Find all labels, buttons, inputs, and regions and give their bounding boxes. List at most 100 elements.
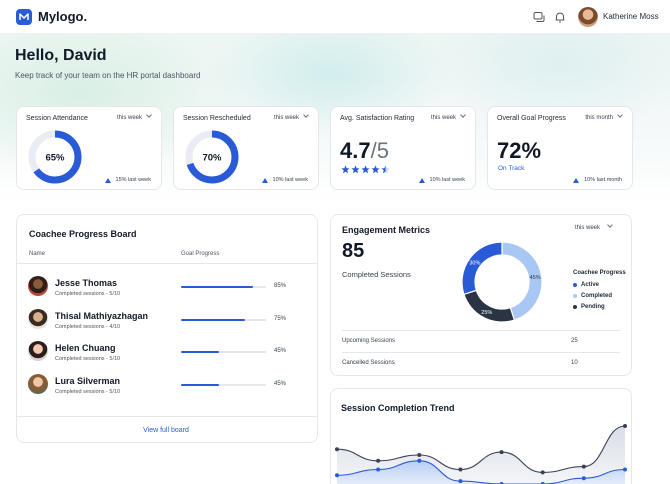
- table-row[interactable]: Jesse Thomas Completed sessions - 5/10 8…: [28, 276, 290, 306]
- coachee-sessions: Completed sessions - 5/10: [55, 356, 121, 362]
- legend-dot: [573, 294, 577, 298]
- attendance-donut: 65%: [28, 130, 82, 184]
- table-row[interactable]: Helen Chuang Completed sessions - 5/10 4…: [28, 341, 290, 371]
- series-b-line: [336, 460, 626, 484]
- avatar: [28, 374, 48, 394]
- logo-text[interactable]: Mylogo.: [38, 9, 88, 24]
- donut-segment-label: 45%: [530, 275, 541, 281]
- top-bar: Mylogo. Katherine Moss: [0, 0, 670, 34]
- user-name[interactable]: Katherine Moss: [603, 12, 659, 21]
- donut-arc: [28, 130, 82, 184]
- star-icon: [341, 165, 350, 174]
- series-b-area: [337, 460, 625, 484]
- chat-icon[interactable]: [532, 10, 546, 24]
- star-icon: [351, 165, 360, 174]
- period-label: this week: [430, 115, 456, 121]
- kpi-title: Session Rescheduled: [183, 115, 251, 122]
- period-dropdown[interactable]: this week: [430, 112, 466, 121]
- progress-percent: 45%: [274, 381, 287, 387]
- engagement-title: Engagement Metrics: [342, 225, 431, 235]
- progress-percent: 45%: [274, 348, 287, 354]
- legend-label: Active: [581, 282, 600, 288]
- chevron-down-icon: [303, 112, 309, 118]
- legend-label: Completed: [581, 293, 613, 299]
- user-avatar[interactable]: [578, 7, 598, 27]
- cancelled-sessions-value: 10: [571, 360, 578, 366]
- header-divider: [17, 263, 317, 264]
- legend-item-completed: Completed: [573, 293, 612, 299]
- kpi-card-goal-progress: Overall Goal Progress this month 72% On …: [487, 106, 633, 190]
- footer-divider: [17, 416, 317, 417]
- series-b-point: [335, 473, 339, 478]
- coachee-name: Thisal Mathiyazhagan: [55, 311, 149, 321]
- progress-fill: [181, 351, 220, 353]
- chevron-down-icon: [146, 112, 152, 118]
- kpi-trend: 15% last week: [104, 177, 151, 183]
- greeting-title: Hello, David: [15, 47, 107, 64]
- rescheduled-donut: 70%: [185, 130, 239, 184]
- donut-segment-active: [461, 241, 503, 296]
- series-b-point: [581, 476, 586, 481]
- completed-sessions-value: 85: [342, 240, 365, 262]
- kpi-title: Overall Goal Progress: [497, 115, 566, 122]
- rating-value: 4.7/5: [340, 138, 389, 164]
- period-dropdown[interactable]: this week: [273, 112, 309, 121]
- series-b-point: [458, 479, 463, 484]
- period-dropdown[interactable]: this week: [575, 222, 613, 231]
- progress-percent: 85%: [274, 283, 287, 289]
- kpi-title: Avg. Satisfaction Rating: [340, 115, 415, 122]
- period-label: this month: [585, 115, 613, 121]
- rating-number: 4.7: [340, 138, 371, 163]
- engagement-metrics-card: [330, 214, 632, 376]
- kpi-trend: 10% last month: [573, 177, 622, 183]
- chevron-down-icon: [460, 112, 466, 118]
- table-row[interactable]: Lura Silverman Completed sessions - 5/10…: [28, 374, 290, 404]
- period-label: this week: [273, 115, 299, 121]
- engagement-donut: 45% 25% 30%: [461, 241, 543, 323]
- period-dropdown[interactable]: this month: [585, 112, 623, 121]
- coachee-sessions: Completed sessions - 4/10: [55, 324, 121, 330]
- kpi-trend: 10% last week: [418, 177, 465, 183]
- kpi-card-session-rescheduled: Session Rescheduled this week 70% 10% la…: [173, 106, 319, 190]
- donut-value: 65%: [45, 153, 65, 164]
- table-row[interactable]: Thisal Mathiyazhagan Completed sessions …: [28, 309, 290, 339]
- series-b-point: [623, 467, 627, 472]
- kpi-trend: 10% last week: [261, 177, 308, 183]
- progress-track: [181, 319, 266, 321]
- coachee-name: Lura Silverman: [55, 376, 121, 386]
- legend-dot: [573, 305, 577, 309]
- period-label: this week: [116, 115, 142, 121]
- series-a-point: [376, 458, 381, 463]
- avatar: [28, 341, 48, 361]
- series-a-point: [499, 450, 504, 455]
- period-dropdown[interactable]: this week: [116, 112, 152, 121]
- donut-segment-label: 30%: [469, 260, 480, 266]
- upcoming-sessions-label: Upcoming Sessions: [342, 338, 396, 344]
- triangle-up-icon: [104, 177, 111, 183]
- triangle-up-icon: [573, 177, 580, 183]
- donut-arc: [185, 130, 239, 184]
- progress-track: [181, 286, 266, 288]
- series-b-point: [417, 458, 422, 463]
- coachee-name: Helen Chuang: [55, 343, 116, 353]
- legend-title: Coachee Progress: [573, 270, 626, 276]
- stats-divider: [342, 330, 620, 331]
- star-icon: [361, 165, 370, 174]
- cancelled-sessions-label: Cancelled Sessions: [342, 360, 395, 366]
- stats-divider: [342, 352, 620, 353]
- progress-fill: [181, 384, 220, 386]
- upcoming-sessions-value: 25: [571, 338, 578, 344]
- goal-value: 72%: [497, 138, 542, 163]
- coachee-name: Jesse Thomas: [55, 278, 118, 288]
- star-rating: [341, 165, 391, 174]
- view-full-board-link[interactable]: View full board: [143, 427, 189, 434]
- kpi-card-session-attendance: Session Attendance this week 65% 15% las…: [16, 106, 162, 190]
- series-a-point: [458, 467, 463, 472]
- logo-icon[interactable]: [16, 9, 32, 25]
- legend-label: Pending: [581, 304, 605, 310]
- triangle-up-icon: [261, 177, 268, 183]
- bell-icon[interactable]: [553, 10, 567, 24]
- completed-sessions-label: Completed Sessions: [342, 270, 411, 279]
- column-header-name: Name: [29, 251, 46, 257]
- rating-suffix: /5: [370, 138, 389, 163]
